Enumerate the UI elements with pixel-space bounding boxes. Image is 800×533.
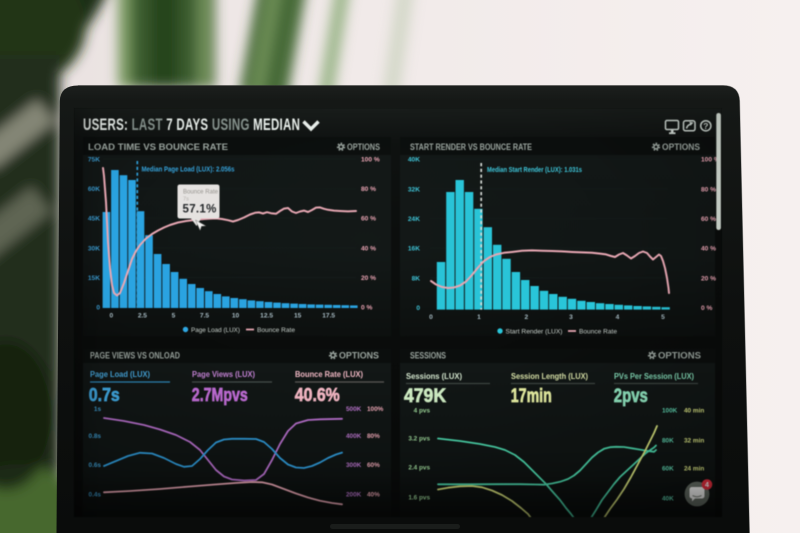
svg-text:2.5: 2.5 (138, 313, 147, 320)
svg-text:20 %: 20 % (701, 275, 716, 282)
svg-text:80 %: 80 % (361, 186, 376, 193)
svg-text:20 %: 20 % (361, 275, 376, 282)
svg-text:15K: 15K (88, 275, 100, 282)
svg-text:60 %: 60 % (701, 216, 716, 223)
svg-text:OPTIONS: OPTIONS (658, 350, 701, 360)
svg-text:Bounce Rate: Bounce Rate (579, 329, 617, 336)
svg-text:24 min: 24 min (684, 465, 704, 472)
svg-text:32 min: 32 min (684, 437, 704, 444)
svg-text:2.4 pvs: 2.4 pvs (408, 464, 430, 471)
svg-text:Median Start Render (LUX): 1.0: Median Start Render (LUX): 1.031s (487, 165, 582, 174)
svg-text:12.5: 12.5 (260, 313, 273, 320)
svg-text:0.8s: 0.8s (89, 433, 102, 440)
svg-text:Sessions (LUX): Sessions (LUX) (406, 371, 462, 381)
svg-text:?: ? (703, 121, 708, 131)
svg-text:24K: 24K (408, 216, 420, 223)
svg-text:300K: 300K (346, 462, 362, 469)
svg-text:40 %: 40 % (701, 246, 716, 253)
svg-text:5: 5 (172, 313, 176, 320)
svg-text:15: 15 (294, 313, 302, 320)
svg-text:Bounce Rate (LUX): Bounce Rate (LUX) (295, 369, 363, 379)
svg-text:400K: 400K (346, 433, 362, 440)
svg-text:57.1%: 57.1% (183, 204, 217, 216)
svg-text:479K: 479K (404, 386, 446, 407)
svg-text:SESSIONS: SESSIONS (410, 350, 446, 360)
svg-text:Median Page Load (LUX): 2.056s: Median Page Load (LUX): 2.056s (142, 164, 235, 173)
svg-text:Page Views (LUX): Page Views (LUX) (192, 369, 255, 379)
svg-text:75K: 75K (88, 156, 100, 163)
svg-text:1s: 1s (94, 406, 102, 413)
svg-text:OPTIONS: OPTIONS (662, 142, 700, 152)
svg-text:0.4s: 0.4s (89, 491, 102, 498)
svg-text:PVs Per Session (LUX): PVs Per Session (LUX) (614, 371, 694, 381)
svg-text:80%: 80% (367, 433, 380, 440)
svg-text:100 %: 100 % (701, 157, 720, 164)
svg-text:LOAD TIME VS BOUNCE RATE: LOAD TIME VS BOUNCE RATE (88, 142, 228, 152)
svg-text:100%: 100% (367, 406, 384, 413)
svg-text:40.6%: 40.6% (295, 384, 340, 405)
svg-text:60%: 60% (367, 462, 380, 469)
svg-text:Bounce Rate: Bounce Rate (257, 327, 295, 334)
svg-text:30K: 30K (88, 245, 100, 252)
svg-text:0: 0 (416, 305, 420, 312)
svg-text:OPTIONS: OPTIONS (347, 142, 380, 152)
svg-text:0: 0 (96, 305, 100, 312)
svg-text:PAGE VIEWS VS ONLOAD: PAGE VIEWS VS ONLOAD (90, 350, 180, 360)
svg-text:40 min: 40 min (684, 407, 704, 414)
svg-text:40K: 40K (662, 495, 674, 502)
svg-text:0: 0 (429, 314, 433, 321)
svg-text:3: 3 (569, 314, 573, 321)
svg-text:1: 1 (477, 314, 481, 321)
svg-text:16K: 16K (408, 246, 420, 253)
svg-text:60 %: 60 % (361, 216, 376, 223)
svg-text:OPTIONS: OPTIONS (339, 350, 379, 360)
svg-text:100 %: 100 % (361, 156, 380, 163)
svg-text:40 %: 40 % (361, 245, 376, 252)
svg-text:10: 10 (232, 313, 240, 320)
svg-text:2.7Mpvs: 2.7Mpvs (192, 384, 248, 405)
svg-text:7s: 7s (183, 197, 189, 203)
svg-text:7.5: 7.5 (200, 313, 209, 320)
svg-text:1.6 pvs: 1.6 pvs (408, 494, 430, 501)
svg-text:5: 5 (661, 314, 665, 321)
svg-text:40K: 40K (408, 157, 420, 164)
svg-text:3.2 pvs: 3.2 pvs (408, 435, 430, 442)
svg-text:4: 4 (616, 314, 620, 321)
svg-text:2: 2 (524, 314, 528, 321)
svg-text:Bounce Rate: Bounce Rate (183, 189, 219, 196)
svg-text:4: 4 (705, 482, 709, 489)
svg-text:40%: 40% (367, 491, 380, 498)
svg-text:2pvs: 2pvs (614, 386, 648, 407)
svg-text:0.7s: 0.7s (89, 384, 120, 405)
svg-text:45K: 45K (88, 216, 100, 223)
svg-text:200K: 200K (346, 491, 362, 498)
svg-text:17min: 17min (511, 386, 552, 407)
svg-text:0.6s: 0.6s (89, 462, 102, 469)
svg-text:Page Load (LUX): Page Load (LUX) (90, 369, 150, 379)
svg-text:Session Length (LUX): Session Length (LUX) (511, 371, 588, 381)
svg-text:Page Load (LUX): Page Load (LUX) (191, 327, 240, 334)
svg-text:60K: 60K (88, 186, 100, 193)
svg-text:0 %: 0 % (701, 305, 712, 312)
svg-text:Start Render (LUX): Start Render (LUX) (506, 329, 563, 336)
svg-text:8K: 8K (412, 275, 421, 282)
svg-text:17.5: 17.5 (322, 313, 335, 320)
svg-text:0: 0 (109, 313, 113, 320)
svg-text:32K: 32K (408, 186, 420, 193)
svg-text:500K: 500K (346, 406, 362, 413)
svg-text:100K: 100K (662, 407, 678, 414)
svg-text:80 %: 80 % (701, 186, 716, 193)
svg-text:START RENDER VS BOUNCE RATE: START RENDER VS BOUNCE RATE (410, 142, 532, 152)
svg-text:80K: 80K (662, 437, 674, 444)
svg-text:60K: 60K (662, 465, 674, 472)
svg-text:4 pvs: 4 pvs (414, 407, 431, 414)
svg-text:0 %: 0 % (361, 305, 372, 312)
